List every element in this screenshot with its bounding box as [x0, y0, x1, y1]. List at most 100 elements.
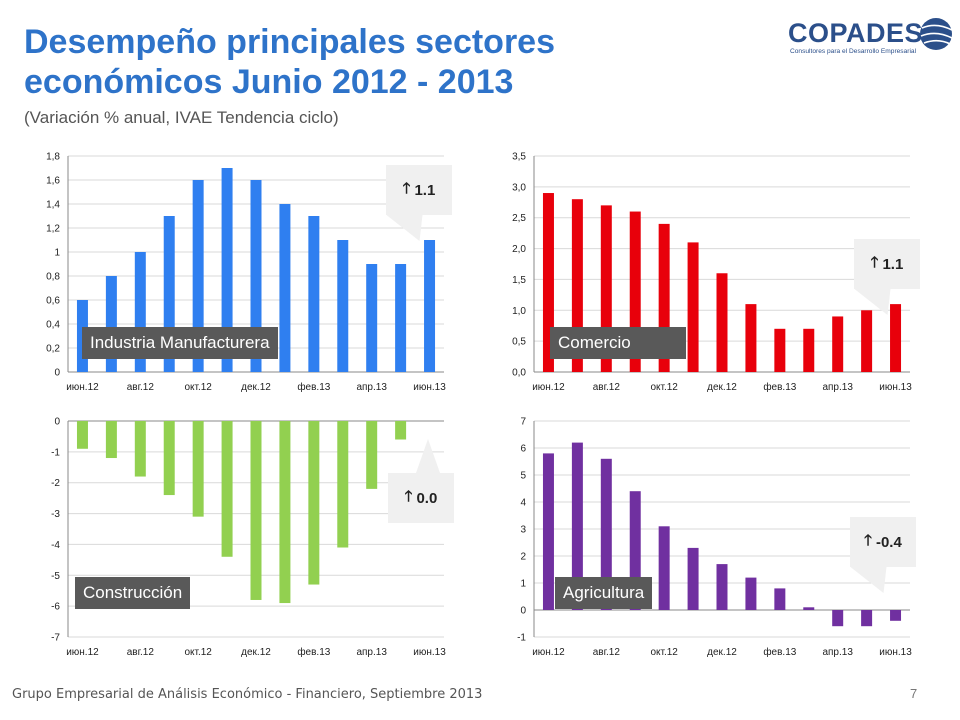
- bar-мар.13: [337, 240, 349, 372]
- y-tick-label: 2,5: [512, 213, 526, 224]
- y-tick-label: -1: [51, 447, 60, 458]
- chart-panel-industria: 0 0,2 0,4 0,6 0,8 1 1,2 1,4 1,6 1,8 июн.12 авг.12 ок…: [0, 140, 470, 400]
- chart-label-construccion: Construcción: [75, 577, 191, 609]
- callout-agricultura: 🡑 -0.4: [850, 517, 916, 593]
- bar-июл.12: [105, 276, 117, 372]
- y-tick-label: 2,0: [512, 244, 526, 255]
- chart-label-industria: Industria Manufacturera: [82, 327, 278, 359]
- y-tick-label: 1,4: [46, 200, 60, 211]
- bar-фев.13: [308, 216, 320, 372]
- bar-апр.13: [832, 316, 844, 372]
- chart-label-agricultura: Agricultura: [555, 577, 653, 609]
- chart-construccion: 0 -1 -2 -3 -4 -5 -6 -7 июн.12 авг.12 окт.12 дек.12 ф…: [51, 417, 446, 659]
- x-tick-label: фев.13: [297, 381, 330, 393]
- y-tick-label: 0,6: [46, 296, 60, 307]
- x-tick-label: фев.13: [763, 381, 796, 393]
- x-tick-label: июн.13: [879, 647, 912, 658]
- x-tick-label: окт.12: [650, 382, 678, 393]
- y-tick-label: 1,2: [46, 224, 60, 235]
- chart-panel-comercio: 0,0 0,5 1,0 1,5 2,0 2,5 3,0 3,5 июн.12 авг.12 окт.…: [480, 140, 950, 400]
- x-tick-label: апр.13: [822, 647, 853, 658]
- y-tick-label: 1: [54, 248, 60, 259]
- bar-май.13: [395, 421, 407, 440]
- bar-мар.13: [803, 328, 815, 372]
- x-tick-label: авг.12: [127, 647, 155, 658]
- y-tick-label: 2: [520, 552, 526, 563]
- x-tick-label: июн.12: [66, 647, 99, 658]
- y-tick-label: 0,5: [512, 337, 526, 348]
- logo-name: COPADES: [788, 18, 923, 48]
- bar-янв.13: [279, 421, 291, 604]
- arrow-up-icon: 🡑: [870, 253, 879, 271]
- x-tick-label: дек.12: [707, 647, 737, 658]
- bar-июн.13: [890, 304, 902, 372]
- y-tick-label: -4: [51, 540, 60, 551]
- bar-фев.13: [774, 588, 786, 610]
- x-tick-label: июн.13: [413, 647, 446, 658]
- callout-industria: 🡑 1.1: [386, 165, 452, 241]
- y-tick-label: 3: [520, 525, 526, 536]
- x-tick-label: авг.12: [593, 647, 621, 658]
- y-tick-label: 3,0: [512, 182, 526, 193]
- x-tick-label: окт.12: [184, 382, 212, 393]
- callout-value: 1.1: [414, 181, 436, 199]
- y-tick-label: 1,6: [46, 176, 60, 187]
- bar-июл.12: [571, 442, 583, 610]
- bar-янв.13: [745, 577, 757, 610]
- page-number: 7: [910, 686, 918, 701]
- bar-авг.12: [600, 458, 612, 610]
- bar-июл.12: [105, 421, 117, 459]
- x-tick-label: июн.12: [532, 647, 565, 658]
- bar-июл.12: [571, 199, 583, 372]
- bar-дек.12: [250, 180, 262, 372]
- footer-text: Grupo Empresarial de Análisis Económico …: [12, 687, 483, 702]
- y-tick-label: -5: [51, 571, 60, 582]
- x-tick-label: апр.13: [356, 647, 387, 658]
- y-tick-label: -7: [51, 633, 60, 644]
- x-tick-label: апр.13: [356, 382, 387, 393]
- x-tick-label: фев.13: [763, 646, 796, 658]
- bar-ноя.12: [687, 547, 699, 610]
- y-tick-label: 1,0: [512, 306, 526, 317]
- callout-tail: [416, 439, 440, 473]
- page-title: Desempeño principales sectores económico…: [24, 23, 556, 101]
- callout-construccion: 🡑 0.0: [388, 439, 454, 523]
- bar-авг.12: [600, 205, 612, 372]
- y-tick-label: 0: [54, 417, 60, 428]
- bar-ноя.12: [687, 242, 699, 372]
- chart-label-comercio: Comercio: [550, 327, 686, 359]
- x-tick-label: июн.13: [413, 382, 446, 393]
- bar-окт.12: [658, 223, 670, 372]
- bar-окт.12: [658, 526, 670, 610]
- bar-дек.12: [250, 421, 262, 600]
- bar-апр.13: [366, 421, 378, 489]
- y-tick-label: 1: [520, 579, 526, 590]
- bar-июн.12: [542, 193, 554, 372]
- y-tick-label: 3,5: [512, 152, 526, 163]
- chart-comercio: 0,0 0,5 1,0 1,5 2,0 2,5 3,0 3,5 июн.12 авг.12 окт.…: [512, 152, 912, 394]
- bar-май.13: [395, 264, 407, 372]
- x-tick-label: авг.12: [593, 382, 621, 393]
- bar-мар.13: [337, 421, 349, 548]
- chart-agricultura: -1 0 1 2 3 4 5 6 7 июн.12 авг.12 окт.12 дек.12 фев.13…: [517, 417, 912, 659]
- x-tick-label: дек.12: [241, 647, 271, 658]
- bar-сен.12: [629, 491, 641, 610]
- bar-сен.12: [163, 421, 175, 496]
- y-tick-label: 6: [520, 444, 526, 455]
- bar-апр.13: [832, 610, 844, 627]
- arrow-up-icon: 🡑: [404, 487, 413, 505]
- callout-value: 1.1: [882, 255, 904, 273]
- bar-дек.12: [716, 273, 728, 372]
- bar-июн.12: [542, 453, 554, 610]
- y-tick-label: 1,5: [512, 275, 526, 286]
- logo-globe-icon: [920, 18, 953, 50]
- x-tick-label: дек.12: [241, 382, 271, 393]
- x-tick-label: авг.12: [127, 382, 155, 393]
- y-tick-label: 0: [54, 368, 60, 379]
- bar-окт.12: [192, 180, 204, 372]
- bar-авг.12: [134, 421, 146, 477]
- x-tick-label: апр.13: [822, 382, 853, 393]
- bar-июн.13: [890, 610, 902, 621]
- copades-logo: COPADES Consultores para el Desarrollo E…: [788, 18, 953, 55]
- bar-ноя.12: [221, 421, 233, 557]
